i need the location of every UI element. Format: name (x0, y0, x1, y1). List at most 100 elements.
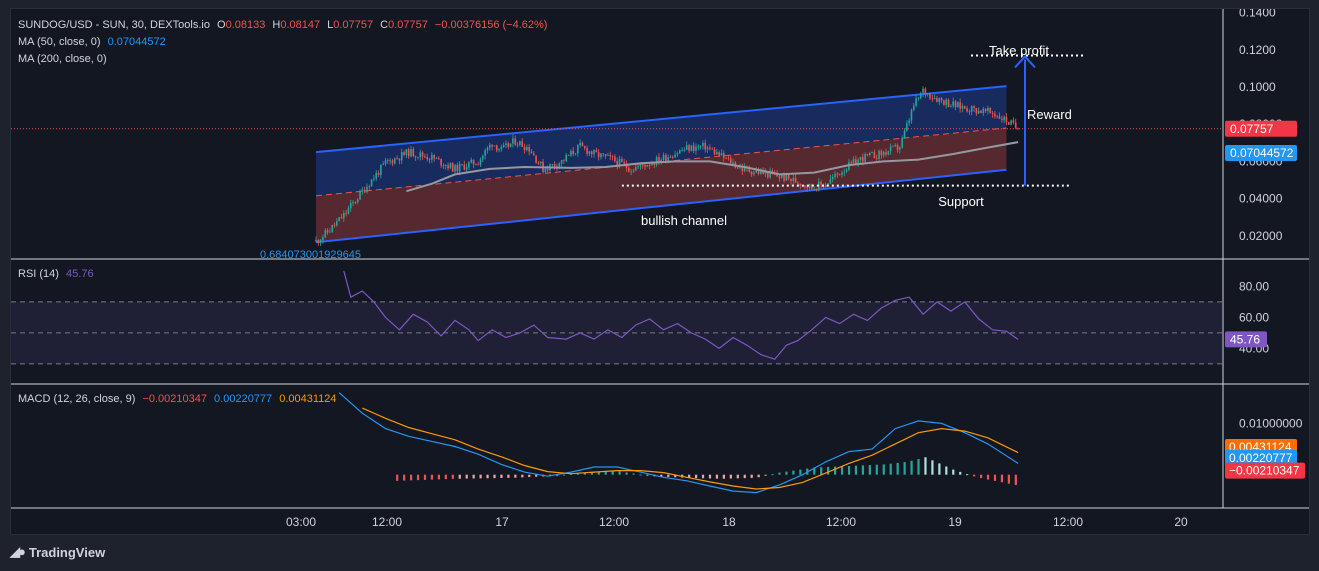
candle-body (609, 154, 612, 157)
macd-histogram-bar (917, 458, 920, 475)
candle-body (769, 170, 771, 178)
macd-histogram-bar (590, 472, 593, 475)
reward-label: Reward (1027, 107, 1072, 122)
candle-body (998, 116, 1001, 119)
macd-histogram-bar (986, 474, 990, 480)
channel-lower-fill (316, 127, 1007, 243)
macd-histogram-bar (618, 471, 621, 475)
candle-body (1005, 116, 1008, 123)
candle-body (477, 164, 479, 166)
candle-body (855, 159, 857, 165)
candle-body (556, 166, 558, 168)
macd-histogram-bar (854, 465, 858, 475)
candle-body (491, 144, 493, 147)
price-tick-label: 0.04000 (1239, 192, 1283, 206)
channel-label: bullish channel (641, 213, 727, 228)
close-label: C (380, 19, 389, 31)
candle-body (583, 146, 586, 149)
rsi-line (343, 270, 1019, 360)
ma50-legend[interactable]: MA (50, close, 0) 0.07044572 (18, 35, 170, 49)
channel-lower-line (315, 168, 1007, 244)
candle-body (563, 160, 565, 161)
price-tick-label: 0.1200 (1239, 43, 1276, 57)
macd-histogram-bar (660, 474, 663, 477)
candle-body (924, 88, 927, 95)
candle-body (604, 154, 607, 156)
candle-body (720, 153, 723, 156)
candle-body (345, 212, 347, 214)
macd-legend[interactable]: MACD (12, 26, close, 9) −0.00210347 0.00… (18, 392, 341, 406)
candle-body (912, 105, 915, 111)
candle-body (424, 156, 426, 158)
candle-body (824, 185, 827, 187)
macd-histogram (396, 457, 1017, 485)
candle-body (315, 240, 317, 242)
candle-body (778, 176, 781, 178)
candle-body (841, 172, 843, 176)
macd-hist-badge: −0.00210347 (1229, 464, 1300, 478)
candle-body (843, 171, 846, 173)
macd-histogram-bar (576, 473, 580, 475)
candle-body (804, 185, 806, 188)
candle-body (475, 164, 477, 166)
macd-label: MACD (12, 26, close, 9) (18, 393, 136, 405)
chart-frame[interactable]: 0.14000.12000.10000.080000.060000.040000… (10, 8, 1310, 535)
rsi-legend[interactable]: RSI (14) 45.76 (18, 267, 98, 281)
candle-body (329, 231, 331, 233)
candle-body (641, 163, 644, 166)
macd-histogram-bar (736, 474, 739, 479)
candle-body (377, 172, 380, 175)
macd-histogram-bar (820, 467, 823, 475)
ma50-label: MA (50, close, 0) (18, 36, 101, 48)
macd-signal-line (362, 407, 1019, 490)
candle-body (512, 138, 514, 144)
rsi-badge-bg (1225, 331, 1267, 348)
macd-histogram-bar (458, 474, 461, 479)
chart-canvas[interactable]: 0.14000.12000.10000.080000.060000.040000… (11, 9, 1310, 535)
candle-body (384, 160, 387, 164)
candle-body (470, 159, 473, 163)
macd-histogram-bar (799, 469, 802, 475)
candle-body (618, 158, 621, 166)
candle-body (449, 163, 452, 169)
candle-body (970, 106, 973, 112)
candle-body (363, 189, 366, 193)
candle-body (500, 146, 503, 150)
rsi-value: 45.76 (66, 268, 94, 280)
candle-body (709, 147, 711, 149)
candle-body (954, 101, 957, 108)
candle-body (468, 162, 470, 168)
candle-body (616, 161, 619, 166)
candle-body (919, 93, 922, 99)
low-value-label: 0.684073001929645 (260, 249, 361, 261)
candle-body (458, 163, 461, 172)
candle-body (324, 230, 327, 238)
macd-histogram-bar (437, 474, 441, 480)
candle-body (882, 152, 885, 156)
tradingview-brand[interactable]: ◢● TradingView (10, 544, 105, 560)
candle-body (546, 168, 549, 171)
time-tick-label: 12:00 (599, 515, 629, 529)
candle-body (521, 141, 524, 147)
candle-body (688, 145, 690, 151)
macd-line-badge: 0.00220777 (1229, 451, 1293, 465)
candle-body (669, 157, 672, 158)
main-legend: SUNDOG/USD - SUN, 30, DEXTools.io O0.081… (18, 18, 551, 32)
ma200-legend[interactable]: MA (200, close, 0) (18, 52, 111, 66)
candle-body (901, 137, 904, 148)
candle-body (811, 184, 813, 189)
candle-body (957, 102, 959, 108)
candle-body (400, 152, 403, 161)
candle-body (945, 99, 948, 105)
candle-body (410, 149, 412, 157)
macd-histogram-bar (1000, 474, 1004, 483)
candle-body (813, 188, 815, 190)
candle-body (1010, 120, 1012, 125)
candle-body (611, 156, 614, 158)
macd-histogram-bar (993, 474, 997, 481)
candle-body (366, 186, 368, 193)
candle-body (435, 158, 438, 160)
macd-histogram-bar (555, 474, 559, 476)
candle-body (790, 178, 792, 181)
candle-body (528, 147, 530, 152)
